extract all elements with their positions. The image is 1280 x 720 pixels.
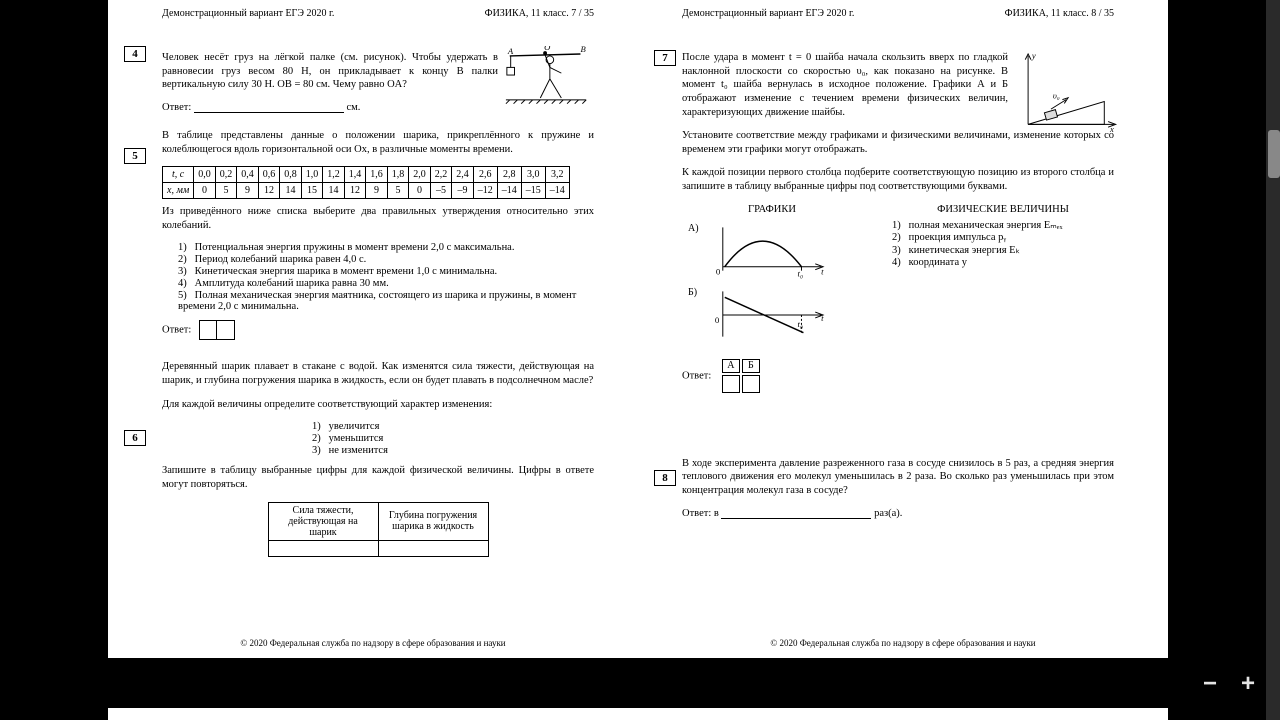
phys-heading: ФИЗИЧЕСКИЕ ВЕЛИЧИНЫ bbox=[892, 204, 1114, 215]
ab-head-a: А bbox=[722, 359, 740, 373]
q7-ab-table: АБ bbox=[720, 357, 762, 395]
q6-text: Деревянный шарик плавает в стакане с вод… bbox=[162, 360, 594, 387]
q5-options: 1) Потенциальная энергия пружины в момен… bbox=[178, 242, 594, 312]
white-strip bbox=[108, 708, 1168, 720]
graph-label-a: А) bbox=[688, 223, 708, 234]
header-title: Демонстрационный вариант ЕГЭ 2020 г. bbox=[162, 8, 334, 19]
zoom-out-button[interactable]: − bbox=[1198, 674, 1222, 698]
q7-physical-quantities: 1) полная механическая энергия Eₘₑₓ2) пр… bbox=[892, 219, 1114, 268]
q6-col1: Сила тяжести, действующая на шарик bbox=[268, 502, 378, 540]
stick-figure-icon: A O B bbox=[504, 46, 590, 106]
page-header: Демонстрационный вариант ЕГЭ 2020 г. ФИЗ… bbox=[162, 8, 594, 19]
svg-text:0: 0 bbox=[715, 315, 720, 325]
svg-text:0: 0 bbox=[716, 266, 721, 276]
answer-cell bbox=[268, 540, 378, 556]
page-7: Демонстрационный вариант ЕГЭ 2020 г. ФИЗ… bbox=[108, 0, 638, 658]
option-item: 3) Кинетическая энергия шарика в момент … bbox=[178, 266, 594, 277]
answer-unit: раз(а). bbox=[874, 508, 902, 519]
svg-text:y: y bbox=[1031, 52, 1036, 61]
answer-box bbox=[217, 320, 235, 340]
option-item: 2) Период колебаний шарика равен 4,0 с. bbox=[178, 254, 594, 265]
q6-instruction: Для каждой величины определите соответст… bbox=[162, 398, 594, 412]
graph-a-icon: 0 t₀ t bbox=[711, 223, 829, 279]
q5-data-table: t, с0,00,20,40,60,81,01,21,41,61,82,02,2… bbox=[162, 166, 570, 199]
question-number: 6 bbox=[124, 430, 146, 446]
answer-label: Ответ: bbox=[162, 102, 191, 113]
option-item: 1) увеличится bbox=[312, 421, 594, 432]
header-pagenum: ФИЗИКА, 11 класс. 8 / 35 bbox=[1005, 8, 1114, 19]
scrollbar-track[interactable] bbox=[1266, 0, 1280, 720]
svg-text:t₀: t₀ bbox=[797, 268, 803, 278]
answer-cell bbox=[378, 540, 488, 556]
svg-text:O: O bbox=[544, 46, 550, 52]
answer-unit: см. bbox=[346, 102, 360, 113]
q6-answer-table: Сила тяжести, действующая на шарикГлубин… bbox=[268, 502, 489, 557]
viewer-toolbar: − + bbox=[1198, 674, 1260, 698]
graphs-heading: ГРАФИКИ bbox=[682, 204, 862, 215]
graph-label-b: Б) bbox=[688, 287, 708, 298]
option-item: 4) Амплитуда колебаний шарика равна 30 м… bbox=[178, 278, 594, 289]
q5-text: В таблице представлены данные о положени… bbox=[162, 129, 594, 156]
ab-head-b: Б bbox=[742, 359, 760, 373]
svg-text:A: A bbox=[507, 46, 514, 56]
svg-text:x: x bbox=[1109, 124, 1114, 132]
zoom-in-button[interactable]: + bbox=[1236, 674, 1260, 698]
q6-after: Запишите в таблицу выбранные цифры для к… bbox=[162, 464, 594, 491]
svg-text:υ₀: υ₀ bbox=[1053, 91, 1060, 101]
q5-instruction: Из приведённого ниже списка выберите два… bbox=[162, 205, 594, 232]
q5-answer: Ответ: bbox=[162, 320, 594, 340]
q7-columns: ГРАФИКИ А) 0 t₀ t bbox=[682, 204, 1114, 351]
q8-text: В ходе эксперимента давление разреженног… bbox=[682, 457, 1114, 498]
page-8: Демонстрационный вариант ЕГЭ 2020 г. ФИЗ… bbox=[638, 0, 1168, 658]
option-item: 5) Полная механическая энергия маятника,… bbox=[178, 290, 594, 312]
option-item: 1) Потенциальная энергия пружины в момен… bbox=[178, 242, 594, 253]
question-number: 4 bbox=[124, 46, 146, 62]
answer-blank bbox=[194, 103, 344, 113]
q8-answer: Ответ: в раз(а). bbox=[682, 508, 1114, 519]
answer-label: Ответ: bbox=[682, 370, 711, 381]
phys-item: 1) полная механическая энергия Eₘₑₓ bbox=[892, 219, 1114, 231]
document-viewer: Демонстрационный вариант ЕГЭ 2020 г. ФИЗ… bbox=[108, 0, 1168, 658]
answer-blank bbox=[721, 509, 871, 519]
answer-cell bbox=[722, 375, 740, 393]
question-number: 5 bbox=[124, 148, 146, 164]
q6-options: 1) увеличится2) уменьшится3) не изменитс… bbox=[312, 421, 594, 456]
option-item: 3) не изменится bbox=[312, 445, 594, 456]
q6-col2: Глубина погружения шарика в жидкость bbox=[378, 502, 488, 540]
q7-answer: Ответ: АБ bbox=[682, 357, 1114, 395]
page-footer: © 2020 Федеральная служба по надзору в с… bbox=[638, 638, 1168, 648]
header-pagenum: ФИЗИКА, 11 класс. 7 / 35 bbox=[485, 8, 594, 19]
q7-text2: Установите соответствие между графиками … bbox=[682, 129, 1114, 156]
phys-item: 4) координата y bbox=[892, 257, 1114, 268]
answer-box bbox=[199, 320, 217, 340]
graph-b-icon: 0 t₀ t bbox=[711, 287, 829, 343]
scrollbar-thumb[interactable] bbox=[1268, 130, 1280, 178]
page-footer: © 2020 Федеральная служба по надзору в с… bbox=[108, 638, 638, 648]
question-number: 8 bbox=[654, 470, 676, 486]
svg-text:B: B bbox=[580, 46, 586, 54]
option-item: 2) уменьшится bbox=[312, 433, 594, 444]
header-title: Демонстрационный вариант ЕГЭ 2020 г. bbox=[682, 8, 854, 19]
svg-text:t: t bbox=[821, 266, 824, 276]
phys-item: 2) проекция импульса pᵧ bbox=[892, 232, 1114, 243]
page-header: Демонстрационный вариант ЕГЭ 2020 г. ФИЗ… bbox=[682, 8, 1114, 19]
svg-text:t: t bbox=[821, 313, 824, 323]
phys-item: 3) кинетическая энергия Eₖ bbox=[892, 244, 1114, 256]
incline-figure-icon: y x υ₀ bbox=[1020, 52, 1120, 132]
answer-cell bbox=[742, 375, 760, 393]
answer-label: Ответ: в bbox=[682, 508, 719, 519]
question-number: 7 bbox=[654, 50, 676, 66]
answer-label: Ответ: bbox=[162, 325, 191, 336]
q7-text3: К каждой позиции первого столбца подбери… bbox=[682, 166, 1114, 193]
svg-text:t₀: t₀ bbox=[797, 319, 803, 329]
